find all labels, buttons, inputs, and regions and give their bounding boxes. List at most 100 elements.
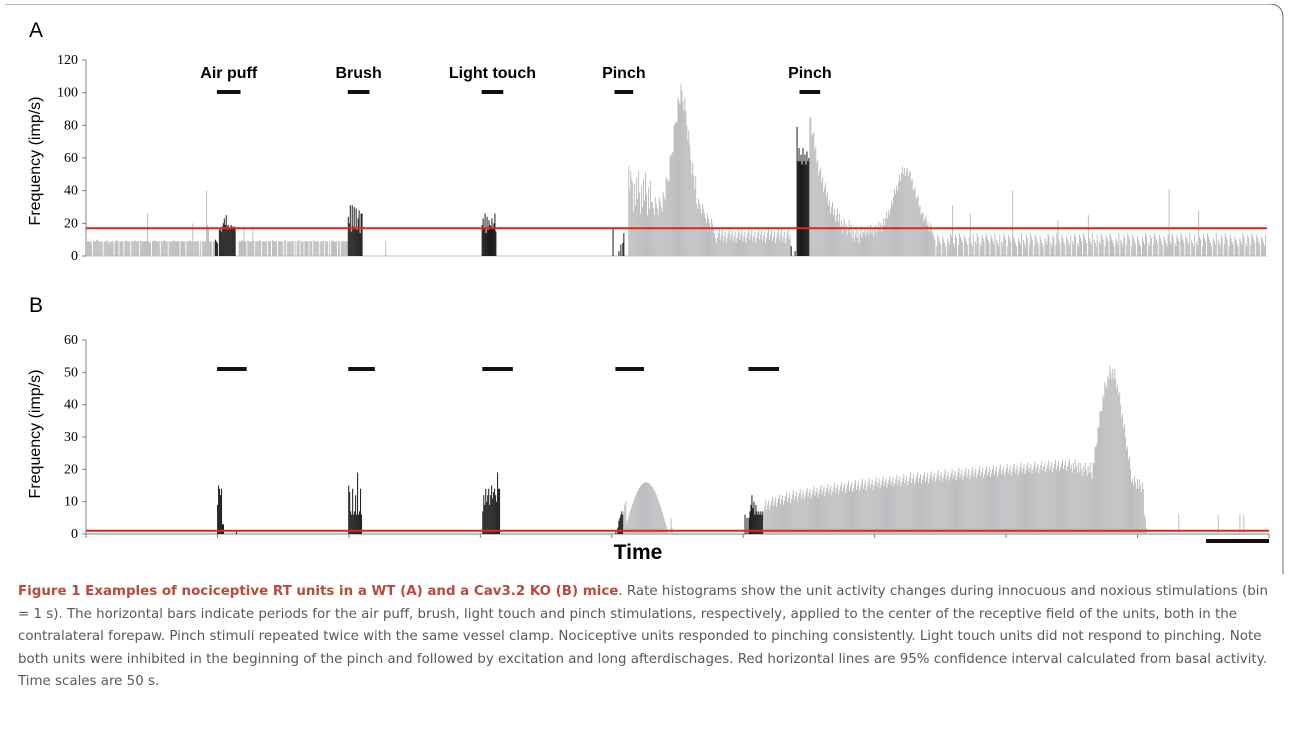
histogram-bar <box>873 236 875 256</box>
histogram-bar <box>1196 241 1198 256</box>
histogram-bar <box>496 501 498 534</box>
histogram-bar <box>1049 470 1051 534</box>
histogram-bar <box>1018 470 1020 534</box>
histogram-bar <box>1200 239 1202 256</box>
histogram-bar <box>1074 459 1076 534</box>
histogram-bar <box>615 530 617 534</box>
histogram-bar <box>960 474 962 534</box>
histogram-bar <box>859 487 861 534</box>
histogram-bar <box>1094 242 1096 256</box>
histogram-bar <box>1056 469 1058 534</box>
histogram-bar <box>662 192 664 256</box>
histogram-bar <box>952 478 954 534</box>
histogram-bar <box>754 231 756 256</box>
histogram-bar <box>673 125 675 256</box>
histogram-bar <box>825 491 827 534</box>
histogram-bar <box>965 467 967 534</box>
histogram-bar <box>942 477 944 534</box>
histogram-bar <box>894 189 895 256</box>
histogram-bar <box>934 482 936 534</box>
histogram-bar <box>1153 233 1155 256</box>
histogram-bar <box>1164 239 1166 256</box>
histogram-bar <box>156 241 158 256</box>
histogram-bar <box>959 478 961 534</box>
histogram-bar <box>1168 189 1170 256</box>
histogram-bar <box>286 241 288 256</box>
histogram-bar <box>744 231 746 256</box>
histogram-bar <box>1166 246 1168 256</box>
histogram-bar <box>1043 466 1045 534</box>
histogram-bar <box>975 468 977 534</box>
histogram-bar <box>352 226 354 256</box>
histogram-bar <box>1000 474 1002 534</box>
histogram-bar <box>776 233 778 256</box>
histogram-bar <box>326 241 328 256</box>
histogram-bar <box>1070 234 1072 256</box>
histogram-bar <box>842 224 844 256</box>
histogram-bar <box>1254 242 1256 256</box>
histogram-bar <box>1046 468 1048 534</box>
histogram-bar <box>846 489 848 534</box>
histogram-bar <box>217 504 219 534</box>
histogram-bar <box>764 231 766 256</box>
stimulus-label: Air puff <box>200 65 258 82</box>
histogram-bar <box>982 468 984 534</box>
histogram-bar <box>749 511 751 534</box>
histogram-bar <box>841 481 843 534</box>
histogram-bar <box>341 241 343 256</box>
histogram-bar <box>957 244 959 256</box>
histogram-bar <box>1047 464 1049 534</box>
histogram-bar <box>294 241 296 256</box>
histogram-bar <box>797 161 799 256</box>
histogram-bar <box>287 241 289 256</box>
histogram-bar <box>916 197 918 256</box>
histogram-bar <box>612 228 614 256</box>
histogram-bar <box>1014 239 1016 256</box>
histogram-bar <box>906 167 908 256</box>
histogram-bar <box>704 213 706 256</box>
histogram-bar <box>288 241 290 256</box>
histogram-bar <box>1115 238 1117 256</box>
histogram-bar <box>948 480 950 534</box>
histogram-bar <box>1061 234 1063 256</box>
histogram-bar <box>225 215 227 256</box>
histogram-bar <box>1220 234 1222 256</box>
histogram-bar <box>917 195 919 256</box>
histogram-bar <box>1144 517 1146 534</box>
histogram-bar <box>1019 244 1021 256</box>
histogram-bar <box>218 485 220 534</box>
histogram-bar <box>926 473 928 534</box>
histogram-bar <box>1044 462 1046 534</box>
histogram-bar <box>688 130 690 256</box>
histogram-bar <box>292 241 294 256</box>
histogram-bar <box>630 509 632 534</box>
histogram-bar <box>1015 242 1017 256</box>
histogram-bar <box>262 241 264 256</box>
histogram-bar <box>1061 459 1063 534</box>
histogram-bar <box>110 241 112 256</box>
histogram-bar <box>1172 236 1174 256</box>
histogram-bar <box>1263 242 1265 256</box>
histogram-bar <box>851 491 853 534</box>
histogram-bar <box>485 233 487 256</box>
stimulus-label: Pinch <box>602 65 646 82</box>
histogram-bar <box>786 233 788 256</box>
histogram-bar <box>884 481 886 534</box>
histogram-bar <box>658 502 660 534</box>
histogram-bar <box>693 175 695 256</box>
histogram-bar <box>1258 241 1260 256</box>
histogram-bar <box>811 494 813 534</box>
histogram-bar <box>713 233 715 256</box>
histogram-bar <box>175 241 177 256</box>
panel-b-letter: B <box>29 294 43 317</box>
histogram-bar <box>876 233 878 256</box>
histogram-bar <box>1208 239 1210 256</box>
histogram-bar <box>1135 244 1137 256</box>
histogram-bar <box>1176 234 1178 256</box>
histogram-bar <box>987 475 989 534</box>
histogram-bar <box>897 484 899 534</box>
histogram-bar <box>663 197 665 256</box>
histogram-bar <box>1002 466 1004 534</box>
histogram-bar <box>1132 234 1134 256</box>
histogram-bar <box>905 171 907 256</box>
